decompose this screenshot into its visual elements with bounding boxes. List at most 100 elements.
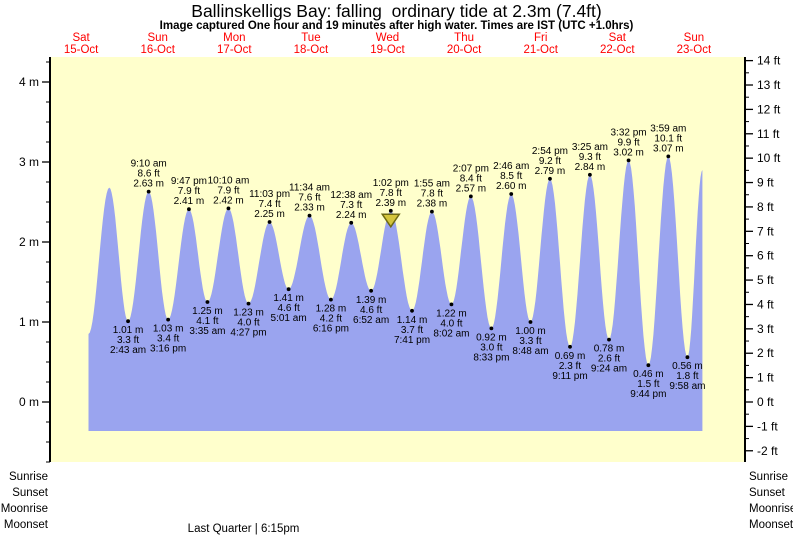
- low-tide-annotation: 1.28 m4.2 ft6:16 pm: [313, 297, 349, 335]
- tide-extreme-dot: [509, 192, 514, 196]
- tide-annotation-line: 9.2 ft: [539, 156, 561, 167]
- right-axis-label: -1 ft: [757, 419, 778, 433]
- tide-extreme-dot: [226, 206, 231, 211]
- tide-extreme-dot: [528, 320, 533, 324]
- tide-extreme-dot: [388, 208, 393, 213]
- tide-annotation-line: 4.0 ft: [440, 318, 462, 329]
- tide-annotation-line: 3.02 m: [613, 147, 644, 158]
- right-axis-label: 9 ft: [757, 176, 774, 190]
- tide-annotation-line: 3:16 pm: [150, 344, 186, 355]
- tide-annotation-line: 1.25 m: [192, 306, 223, 317]
- tide-annotation-line: 2.42 m: [213, 195, 244, 206]
- tide-annotation-line: 1.14 m: [397, 315, 428, 326]
- day-of-week-label: Sun: [684, 32, 704, 44]
- astro-label: Moonrise: [0, 503, 48, 515]
- tide-extreme-dot: [329, 297, 333, 302]
- tide-extreme-dot: [267, 220, 272, 224]
- tide-extreme-dot: [666, 154, 671, 159]
- day-date-label: 16-Oct: [140, 44, 175, 56]
- tide-annotation-line: 2:54 pm: [532, 146, 568, 157]
- tide-annotation-line: 4.1 ft: [196, 316, 218, 327]
- tide-extreme-dot: [588, 172, 592, 177]
- tide-annotation-line: 7:41 pm: [394, 335, 430, 346]
- day-of-week-label: Sun: [147, 32, 167, 44]
- right-axis-label: 7 ft: [757, 224, 774, 238]
- low-tide-annotation: 1.22 m4.0 ft8:02 am: [433, 302, 470, 339]
- tide-annotation-line: 6:16 pm: [313, 324, 349, 335]
- tide-annotation-line: 0.46 m: [633, 369, 664, 380]
- tide-annotation-line: 9:58 am: [669, 381, 705, 392]
- tide-extreme-dot: [685, 355, 690, 360]
- low-tide-annotation: 1.25 m4.1 ft3:35 am: [189, 300, 226, 337]
- tide-extreme-dot: [126, 319, 130, 324]
- moon-phase-label: Last Quarter | 6:15pm: [187, 523, 300, 535]
- tide-extreme-dot: [307, 213, 312, 218]
- right-axis-label: 6 ft: [757, 249, 774, 263]
- tide-extreme-dot: [489, 326, 494, 331]
- tide-extreme-dot: [246, 301, 251, 306]
- tide-annotation-line: 1.00 m: [515, 326, 546, 337]
- tide-extreme-dot: [410, 308, 414, 313]
- low-tide-annotation: 0.69 m2.3 ft9:11 pm: [552, 344, 588, 382]
- tide-annotation-line: 5:01 am: [271, 313, 307, 324]
- left-axis-label: 4 m: [19, 75, 39, 89]
- high-tide-annotation: 3:25 am9.3 ft2.84 m: [572, 142, 608, 177]
- tide-annotation-line: 2.79 m: [535, 166, 566, 177]
- tide-annotation-line: 1.28 m: [316, 304, 347, 315]
- tide-annotation-line: 8:33 pm: [473, 352, 509, 363]
- high-tide-annotation: 9:47 pm7.9 ft2.41 m: [171, 176, 207, 212]
- day-date-label: 17-Oct: [217, 44, 252, 56]
- tide-extreme-dot: [166, 317, 171, 322]
- tide-curve-area: [88, 156, 703, 431]
- tide-annotation-line: 7.9 ft: [217, 185, 239, 196]
- high-tide-annotation: 1:02 pm7.8 ft2.39 m: [373, 178, 409, 213]
- tide-annotation-line: 12:38 am: [330, 190, 372, 201]
- tide-annotation-line: 1.39 m: [356, 295, 387, 306]
- right-axis-label: 14 ft: [757, 54, 781, 68]
- tide-annotation-line: 8:48 am: [512, 346, 548, 357]
- day-date-label: 22-Oct: [600, 44, 635, 56]
- left-axis-label: 3 m: [19, 155, 39, 169]
- high-tide-annotation: 2:46 am8.5 ft2.60 m: [493, 161, 529, 196]
- tide-annotation-line: 10.1 ft: [654, 133, 682, 144]
- high-tide-annotation: 12:38 am7.3 ft2.24 m: [330, 190, 372, 225]
- tide-annotation-line: 0.69 m: [555, 351, 586, 362]
- tide-annotation-line: 10:10 am: [208, 175, 250, 186]
- tide-annotation-line: 9.9 ft: [617, 137, 639, 148]
- day-of-week-label: Sat: [72, 32, 90, 44]
- high-tide-annotation: 3:32 pm9.9 ft3.02 m: [611, 127, 647, 163]
- day-date-label: 18-Oct: [294, 44, 329, 56]
- tide-annotation-line: 2.39 m: [376, 198, 407, 209]
- day-date-label: 20-Oct: [447, 44, 482, 56]
- right-axis-label: 10 ft: [757, 151, 781, 165]
- tide-annotation-line: 3.0 ft: [480, 342, 502, 353]
- tide-annotation-line: 7.8 ft: [380, 188, 402, 199]
- tide-annotation-line: 2.60 m: [496, 181, 527, 192]
- tide-annotation-line: 4.6 ft: [360, 305, 382, 316]
- tide-annotation-line: 7.4 ft: [258, 199, 280, 210]
- low-tide-annotation: 1.01 m3.3 ft2:43 am: [110, 319, 146, 356]
- tide-annotation-line: 1.01 m: [113, 325, 144, 336]
- tide-area-group: [88, 156, 703, 431]
- tide-annotation-line: 3.3 ft: [519, 336, 541, 347]
- tide-annotation-line: 2:43 am: [110, 345, 146, 356]
- tide-annotation-line: 1.23 m: [233, 308, 264, 319]
- tide-annotation-line: 2:46 am: [493, 161, 529, 172]
- right-axis-group: 14 ft 13 ft 12 ft 11 ft 10 ft 9 ft 8 ft 7 ft 6 f…: [744, 54, 781, 462]
- tide-annotation-line: 9:11 pm: [552, 371, 587, 382]
- chart-subtitle: Image captured One hour and 19 minutes a…: [159, 20, 634, 32]
- tide-annotation-line: 1:02 pm: [373, 178, 409, 189]
- low-tide-annotation: 0.56 m1.8 ft9:58 am: [669, 355, 705, 392]
- chart-title: Ballinskelligs Bay: falling ordinary tid…: [191, 1, 602, 21]
- day-date-label: 19-Oct: [370, 44, 405, 56]
- tide-annotation-line: 4.2 ft: [320, 314, 342, 325]
- astro-label: Sunset: [12, 487, 48, 499]
- tide-annotation-line: 7.9 ft: [178, 186, 200, 197]
- tide-annotation-line: 11:34 am: [289, 183, 330, 194]
- tide-extreme-dot: [430, 209, 434, 214]
- tide-annotation-line: 1.41 m: [273, 293, 304, 304]
- tide-extreme-dot: [369, 288, 374, 293]
- high-tide-annotation: 9:10 am8.6 ft2.63 m: [131, 159, 167, 194]
- tide-annotation-line: 2.63 m: [133, 179, 164, 190]
- astro-labels-left: Sunrise Sunset Moonrise Moonset: [0, 469, 48, 533]
